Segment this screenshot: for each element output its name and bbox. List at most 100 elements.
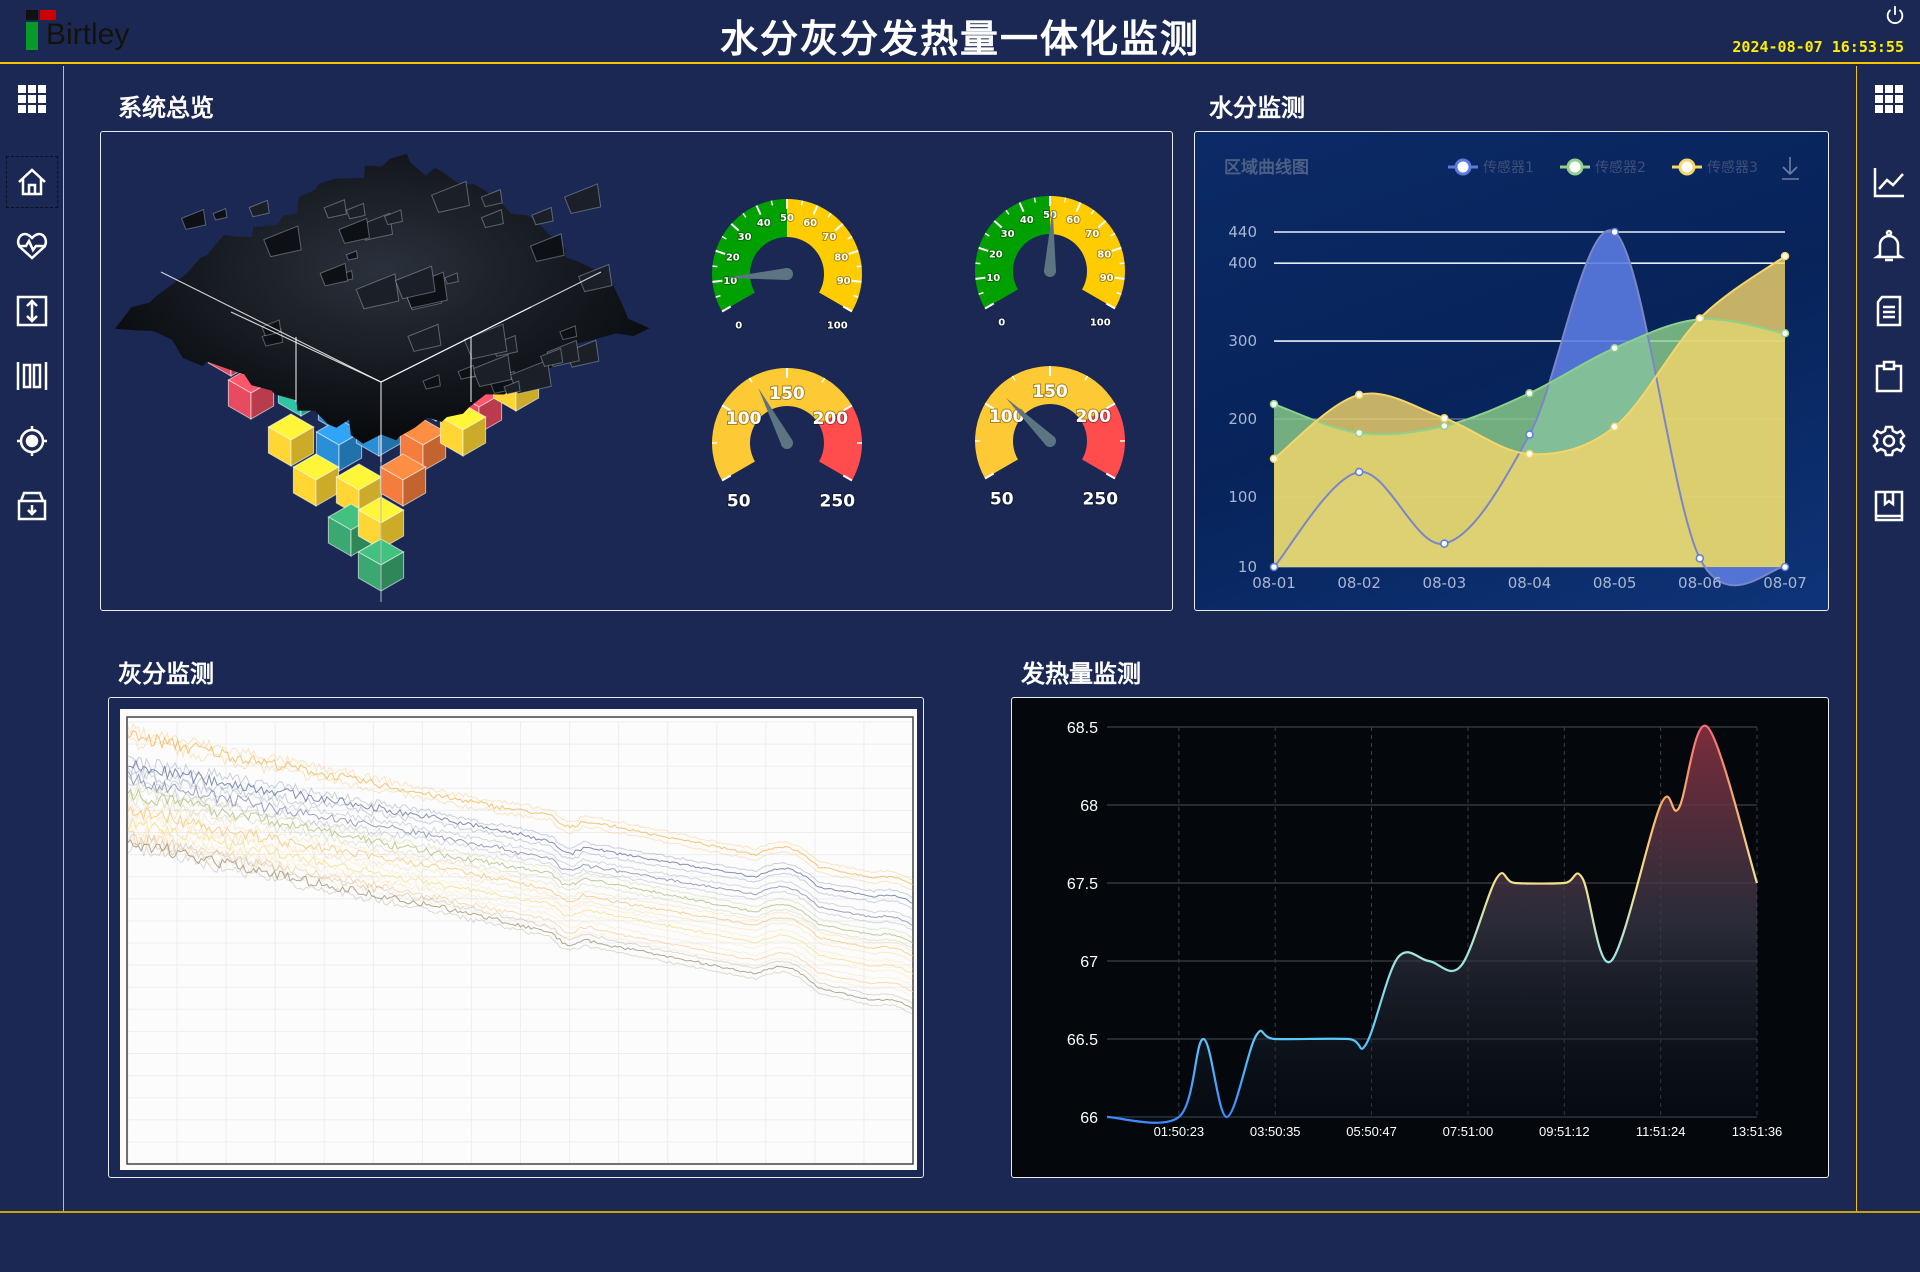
coal-lump: [212, 207, 228, 221]
clipboard-icon[interactable]: [1872, 359, 1906, 393]
gauge-tick: [842, 474, 853, 482]
gauge-tick-label: 80: [834, 252, 848, 263]
datetime-display: 2024-08-07 16:53:55: [1732, 38, 1904, 56]
heat-value-chart: 66 66.5 67 67.5 68 68.5 01:50:23 03:50:35 05:50:…: [1067, 720, 1782, 1139]
x-tick-label: 08-07: [1763, 574, 1807, 592]
grid-menu-icon[interactable]: [15, 82, 49, 116]
coal-lump: [480, 208, 504, 229]
power-icon[interactable]: [1884, 4, 1906, 26]
bookmark-book-icon[interactable]: [1872, 489, 1906, 523]
gauge-tick-label: 250: [1083, 490, 1119, 510]
barcode-columns-icon[interactable]: [15, 359, 49, 393]
gauge-tick: [853, 294, 859, 298]
gauge-tick-label: 250: [820, 492, 856, 512]
gauge-needle-hub: [781, 268, 793, 280]
legend-label: 传感器1: [1483, 159, 1534, 176]
gauge-tick: [834, 223, 844, 232]
series-line: [1106, 724, 1759, 1124]
right-sidebar: [1856, 66, 1920, 1212]
series-line: [127, 816, 914, 975]
heart-pulse-icon[interactable]: [15, 229, 49, 263]
series-line: [127, 781, 914, 932]
gauge-needle-hub: [1044, 265, 1056, 277]
document-icon[interactable]: [1872, 294, 1906, 328]
coal-lump: [444, 272, 459, 285]
gauge-tick-label: 60: [803, 218, 817, 229]
series-line: [127, 808, 914, 962]
overview-panel: 0 10 20 30 40 50 60 70 80 90 100 0 10 20 30 40 50 60 70 80 9…: [100, 131, 1173, 611]
gauge-tick: [1114, 276, 1125, 280]
gauge-tick-label: 40: [1020, 215, 1034, 226]
gauge-band: [975, 196, 1050, 309]
data-point: [1440, 421, 1449, 431]
x-tick-label: 05:50:47: [1346, 1124, 1397, 1139]
gauge-tick: [975, 276, 986, 280]
gauge-tick: [755, 205, 762, 216]
gauge-tick: [1063, 197, 1067, 203]
coal-lump: [180, 208, 207, 230]
grid-menu-icon[interactable]: [1872, 82, 1906, 116]
gauge-tick-label: 100: [1090, 318, 1111, 329]
gauge-tick: [984, 302, 995, 310]
gauge-tick: [856, 265, 862, 268]
gauge-tick-label: 150: [769, 384, 805, 404]
gauge-tick-label: 90: [837, 276, 851, 287]
data-point: [1610, 422, 1619, 432]
gauge-tick: [851, 279, 862, 283]
line-chart-icon[interactable]: [1872, 165, 1906, 199]
section-title-ash: 灰分监测: [118, 660, 214, 688]
gauge-needle: [1044, 209, 1056, 272]
logo-text: Birtley: [46, 18, 130, 51]
vertical-resize-icon[interactable]: [15, 294, 49, 328]
header-bar: Birtley 水分灰分发热量一体化监测 2024-08-07 16:53:55: [0, 0, 1920, 64]
download-icon: [1782, 157, 1799, 180]
gauge-tick: [1084, 375, 1089, 381]
gauge-tick: [842, 305, 853, 313]
y-tick-label: 100: [1228, 488, 1257, 506]
gauge-needle: [758, 388, 793, 446]
bell-icon[interactable]: [1872, 229, 1906, 263]
section-title-moisture: 水分监测: [1209, 94, 1305, 122]
gauge-tick: [978, 291, 984, 295]
gauge-tick-label: 50: [1043, 210, 1057, 221]
gauge-tick: [1033, 197, 1037, 203]
y-tick-label: 440: [1228, 223, 1257, 241]
series-line: [127, 767, 914, 921]
gauge-tick: [848, 249, 859, 255]
data-point: [1440, 413, 1449, 423]
gauge-tick: [984, 472, 995, 480]
archive-download-icon[interactable]: [15, 489, 49, 523]
gauge-tick: [1119, 262, 1125, 265]
data-point: [1695, 554, 1705, 563]
gauge-tick: [800, 200, 804, 206]
legend-marker: [1678, 158, 1696, 176]
x-tick-label: 01:50:23: [1154, 1124, 1205, 1139]
coal-lump: [323, 199, 347, 219]
gauge-tick: [975, 262, 981, 265]
coal-lump: [248, 199, 270, 218]
settings-gear-icon[interactable]: [1872, 424, 1906, 458]
coal-lump: [529, 233, 565, 262]
gauge-tick-label: 200: [1076, 407, 1112, 427]
data-point: [1525, 449, 1534, 459]
home-icon[interactable]: [6, 156, 58, 208]
gauge-tick-label: 70: [1085, 229, 1099, 240]
gauge-needle: [725, 268, 788, 280]
coal-lump: [345, 250, 359, 261]
data-point: [1354, 428, 1364, 438]
cube-right: [462, 416, 487, 457]
gauge-tick: [1018, 202, 1025, 213]
coal-lump: [383, 209, 403, 226]
gauge-tick: [1105, 302, 1116, 310]
data-point: [1695, 314, 1705, 323]
series-line: [127, 758, 914, 904]
target-icon[interactable]: [15, 424, 49, 458]
gauge-tick: [721, 305, 732, 313]
series-line: [127, 755, 914, 899]
x-tick-label: 03:50:35: [1250, 1124, 1301, 1139]
y-tick-label: 10: [1238, 558, 1257, 576]
gauge-tick: [1116, 291, 1122, 295]
coal-lump: [503, 380, 521, 395]
gauge-tick: [721, 404, 732, 412]
y-tick-label: 68: [1080, 798, 1098, 815]
